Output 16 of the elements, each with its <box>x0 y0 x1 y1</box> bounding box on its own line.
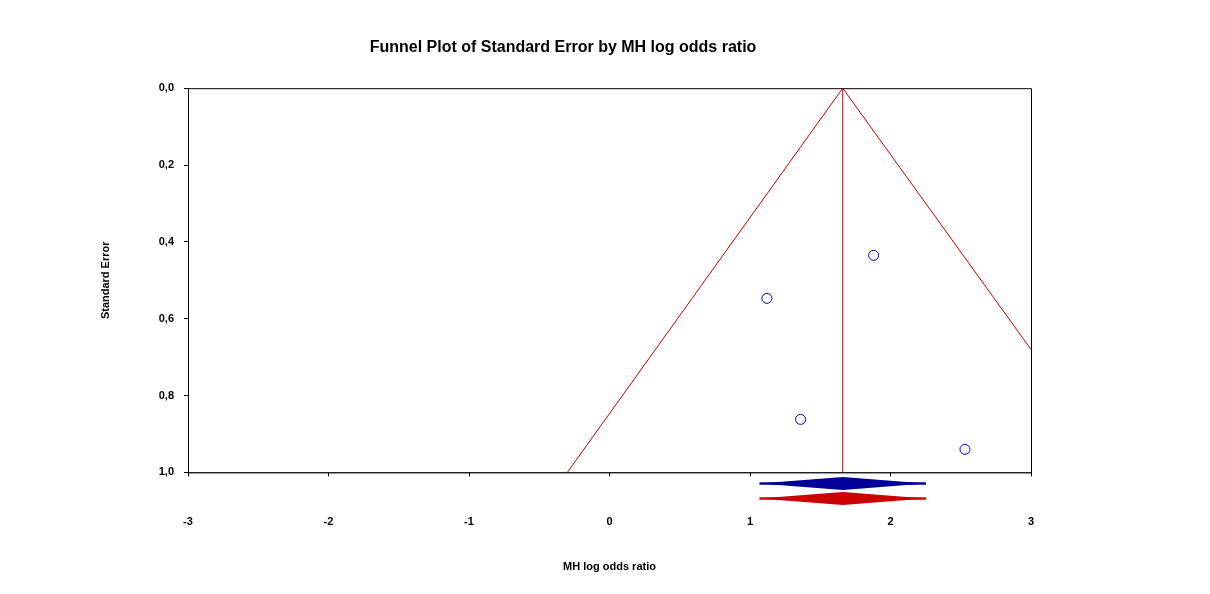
x-tick-label: -1 <box>464 514 474 527</box>
y-tick-label: 0,8 <box>158 388 174 401</box>
x-tick-label: 3 <box>1027 514 1035 527</box>
y-tick-label: 0,6 <box>158 311 174 324</box>
x-tick-label: 2 <box>887 514 894 527</box>
y-tick-label: 1,0 <box>158 465 174 478</box>
x-axis-title: MH log odds ratio <box>563 560 657 573</box>
y-tick-label: 0,4 <box>158 234 175 247</box>
y-tick-label: 0,2 <box>158 158 174 171</box>
y-tick-label: 0,0 <box>158 81 174 94</box>
x-tick-label: 1 <box>746 514 754 527</box>
x-tick-label: -3 <box>183 514 193 527</box>
chart-title: Funnel Plot of Standard Error by MH log odds ratio <box>369 38 757 56</box>
x-tick-label: -2 <box>323 514 334 527</box>
y-axis-title: Standard Error <box>98 240 111 320</box>
x-tick-label: 0 <box>606 514 613 527</box>
